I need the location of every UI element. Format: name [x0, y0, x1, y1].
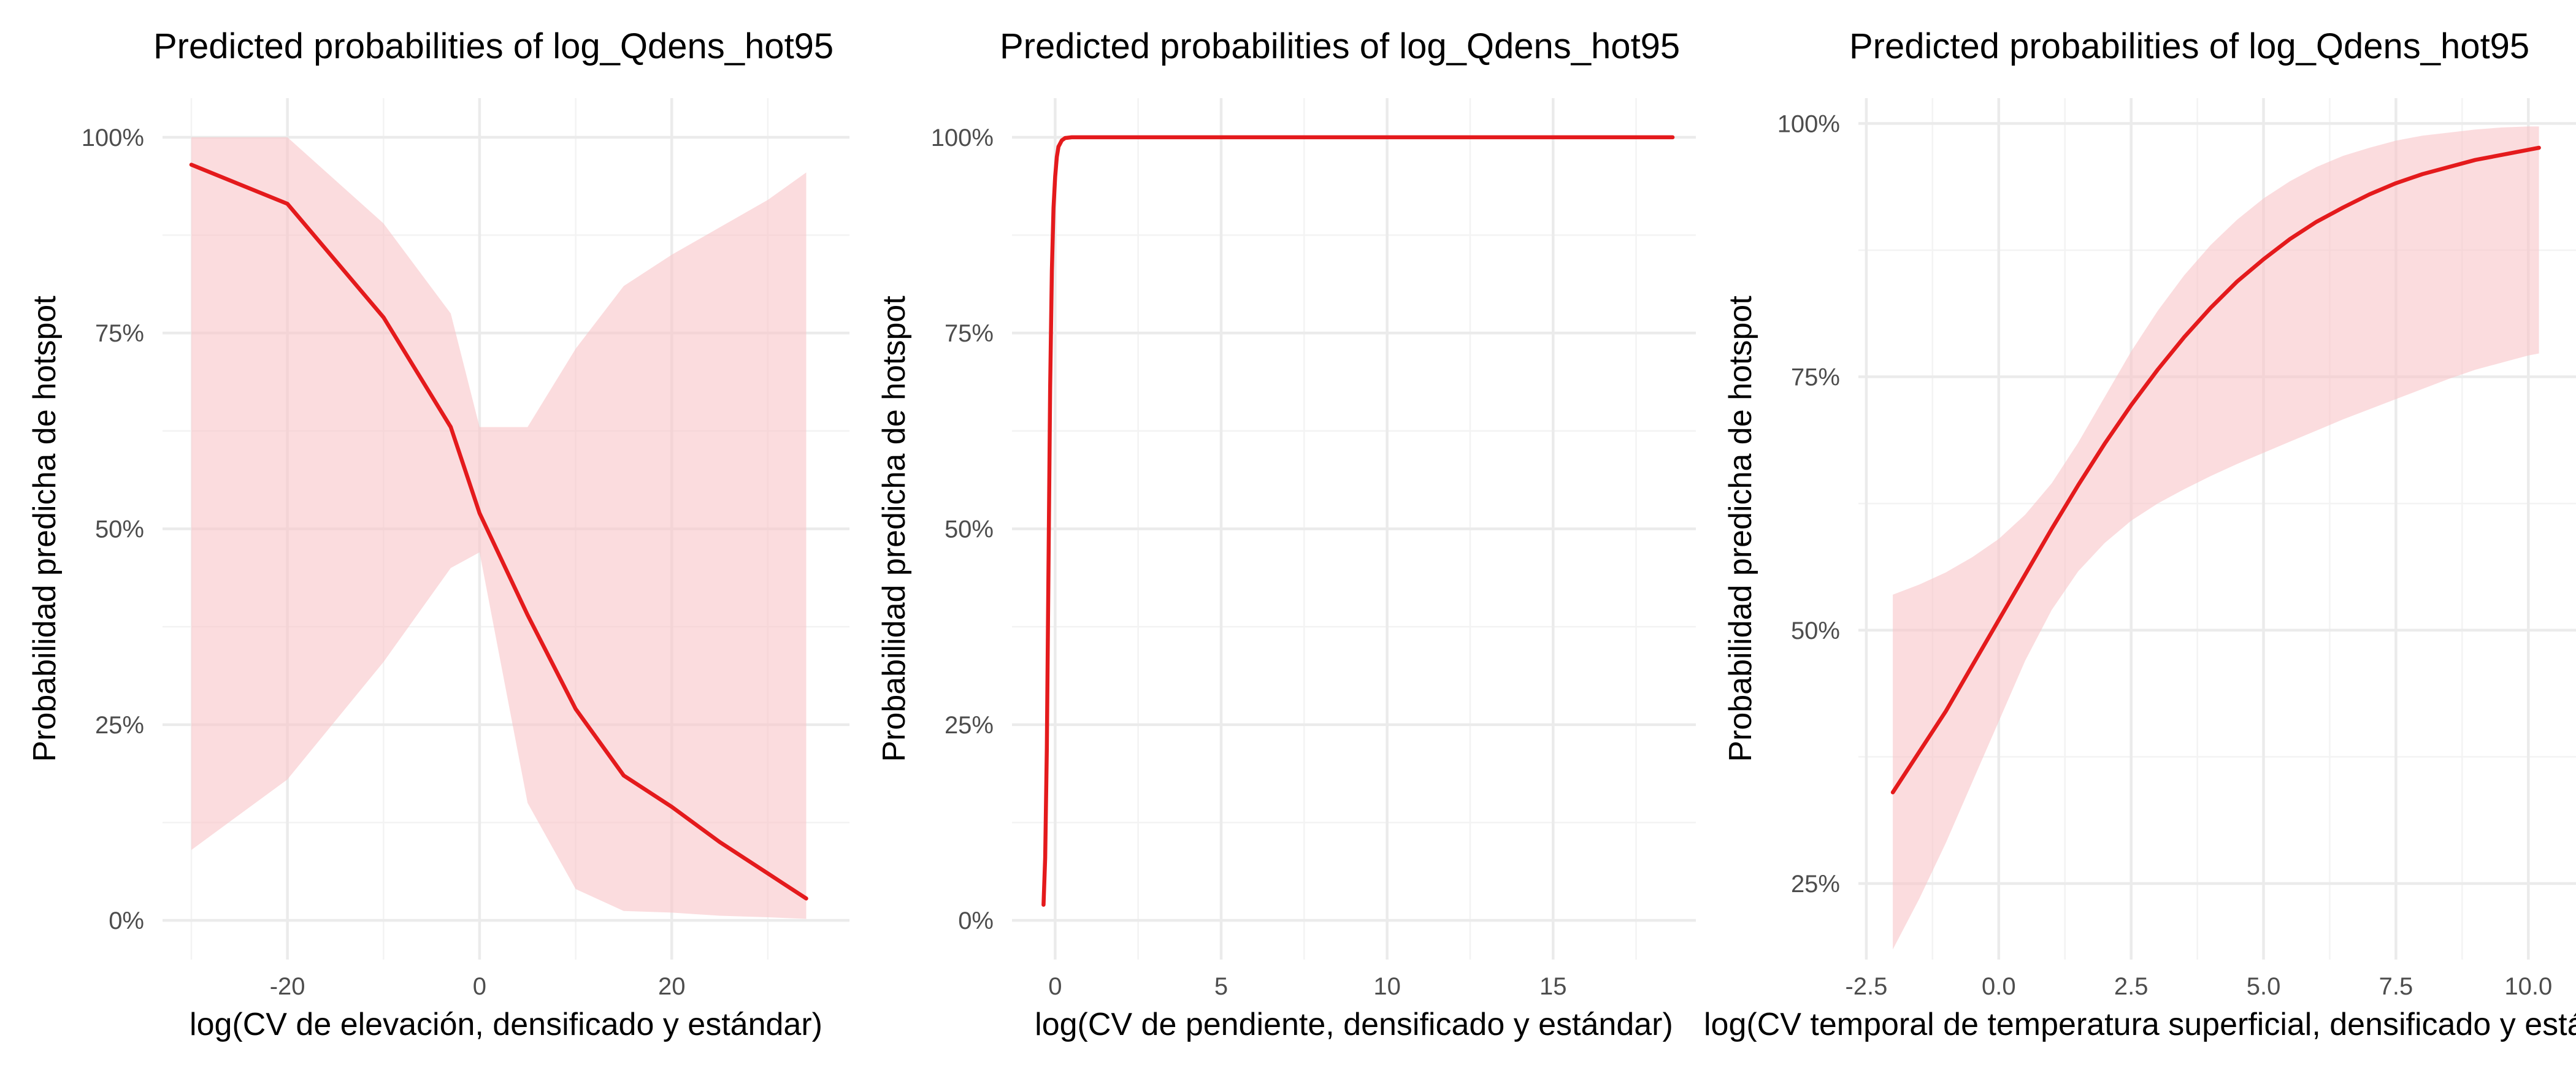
x-axis-label: log(CV de pendiente, densificado y están… [1035, 1007, 1673, 1042]
y-tick-label: 75% [95, 320, 144, 347]
y-tick-label: 50% [95, 516, 144, 543]
y-axis-label: Probabilidad predicha de hotspot [1723, 296, 1758, 762]
y-axis-label: Probabilidad predicha de hotspot [27, 296, 63, 762]
x-tick-label: 0 [473, 973, 486, 1000]
confidence-band [1893, 126, 2539, 950]
y-tick-label: 75% [1791, 364, 1840, 391]
x-tick-label: 20 [658, 973, 686, 1000]
panel-elevation: 0% 25% 50% 75% 100% -20 0 20 Predicted probabili… [27, 26, 849, 1042]
x-tick-label: 15 [1539, 973, 1567, 1000]
y-tick-label: 25% [95, 712, 144, 739]
x-tick-label: -20 [270, 973, 305, 1000]
x-tick-label: 7.5 [2379, 973, 2413, 1000]
panel-temperature: 25% 50% 75% 100% -2.5 0.0 2.5 5.0 7.5 10.0 Predict… [1704, 26, 2576, 1042]
x-axis-label: log(CV de elevación, densificado y están… [190, 1007, 822, 1042]
y-tick-label: 100% [82, 124, 144, 151]
y-tick-label: 0% [958, 907, 994, 934]
x-tick-label: 2.5 [2114, 973, 2149, 1000]
predicted-line [1890, 145, 2541, 795]
x-tick-label: -2.5 [1845, 973, 1887, 1000]
x-tick-label: 10.0 [2504, 973, 2552, 1000]
predicted-line [189, 162, 808, 901]
predicted-line [1041, 135, 1675, 907]
y-tick-label: 100% [931, 124, 994, 151]
y-tick-label: 50% [1791, 617, 1840, 644]
panel-slope: 0% 25% 50% 75% 100% 0 5 10 15 Predicted probabili… [876, 26, 1696, 1042]
x-tick-label: 0.0 [1982, 973, 2016, 1000]
y-tick-label: 25% [945, 712, 994, 739]
y-tick-label: 25% [1791, 871, 1840, 898]
y-tick-label: 0% [109, 907, 144, 934]
y-tick-label: 100% [1777, 110, 1840, 137]
x-tick-label: 0 [1048, 973, 1062, 1000]
chart-title: Predicted probabilities of log_Qdens_hot… [153, 26, 834, 66]
x-tick-label: 5.0 [2247, 973, 2281, 1000]
confidence-band [191, 137, 807, 919]
y-tick-label: 75% [945, 320, 994, 347]
y-axis-label: Probabilidad predicha de hotspot [876, 296, 912, 762]
x-axis-label: log(CV temporal de temperatura superfici… [1704, 1007, 2576, 1042]
y-tick-label: 50% [945, 516, 994, 543]
chart-title: Predicted probabilities of log_Qdens_hot… [1849, 26, 2529, 66]
x-tick-label: 10 [1373, 973, 1401, 1000]
x-tick-label: 5 [1214, 973, 1228, 1000]
chart-title: Predicted probabilities of log_Qdens_hot… [1000, 26, 1680, 66]
